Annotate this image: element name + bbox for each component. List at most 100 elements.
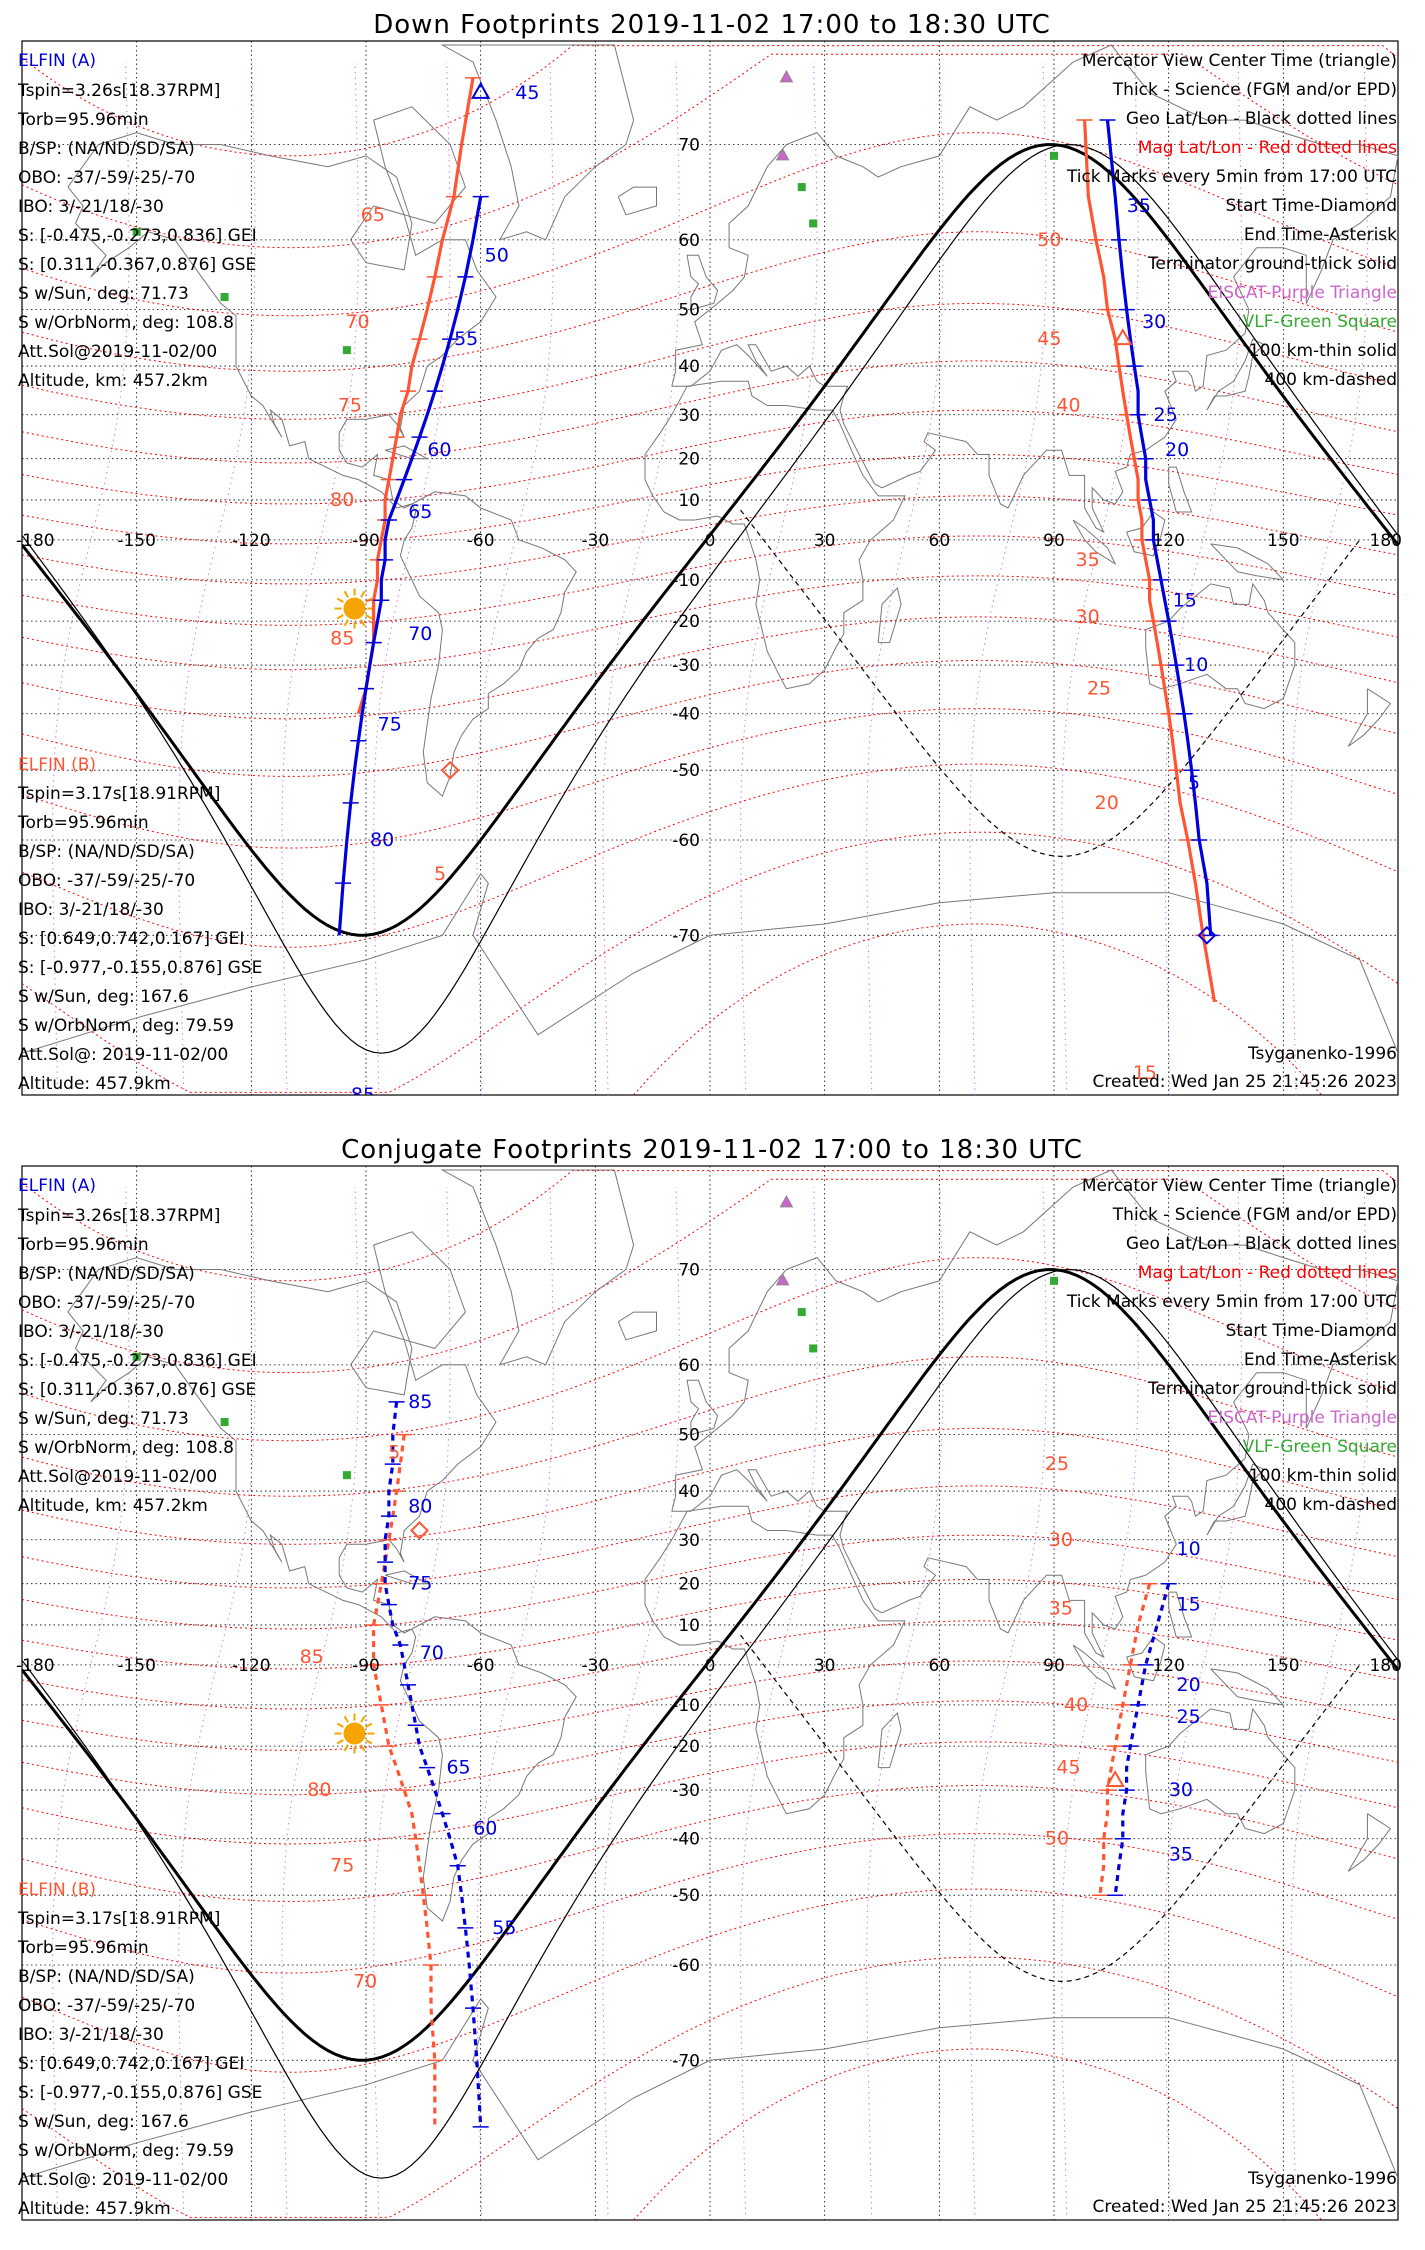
elfin-a-tick-label: 65 — [446, 1757, 470, 1779]
mag-meridian — [1164, 61, 1242, 1095]
elfin-a-param: S w/OrbNorm, deg: 108.8 — [18, 313, 234, 333]
elfin-b-track-east — [1098, 1583, 1152, 1896]
coastline — [373, 1231, 466, 1349]
legend-item: End Time-Asterisk — [1244, 1350, 1397, 1370]
legend-item: Tick Marks every 5min from 17:00 UTC — [1066, 167, 1397, 187]
mag-meridian — [281, 61, 359, 1095]
coastline — [1126, 1636, 1166, 1682]
mag-lat-line — [22, 831, 1398, 1093]
elfin-a-track — [383, 1401, 483, 2127]
down-footprints-panel: Down Footprints 2019-11-02 17:00 to 18:3… — [16, 10, 1402, 1096]
vlf-square-icon — [342, 1471, 351, 1480]
elfin-b-tick-label: 30 — [1076, 606, 1100, 628]
mag-meridian — [476, 1186, 554, 2220]
vlf-square-icon — [797, 1308, 806, 1317]
coastline — [384, 445, 430, 460]
mag-meridian — [740, 61, 818, 1095]
elfin-a-tick-label: 20 — [1165, 439, 1189, 461]
mag-meridian — [476, 61, 554, 1095]
model-label: Tsyganenko-1996 — [1247, 1044, 1397, 1064]
elfin-a-param: Tspin=3.26s[18.37RPM] — [17, 81, 220, 101]
elfin-a-tick-label: 10 — [1176, 1538, 1200, 1560]
coastline — [67, 132, 497, 509]
mag-meridian — [1290, 61, 1368, 1095]
vlf-square-icon — [1050, 1276, 1058, 1285]
elfin-b-label: ELFIN (B) — [18, 1880, 96, 1900]
elfin-b-param: IBO: 3/-21/18/-30 — [18, 2025, 164, 2045]
longitude-tick-label: -90 — [352, 531, 380, 551]
longitude-tick-label: 30 — [814, 1656, 836, 1676]
terminator-400km — [740, 1634, 1361, 1983]
elfin-a-tick-label: 60 — [427, 439, 451, 461]
legend-item: Mag Lat/Lon - Red dotted lines — [1138, 1263, 1397, 1283]
terminator-ground — [22, 143, 1398, 937]
elfin-b-tick-label: 80 — [307, 1779, 331, 1801]
terminator-100km — [22, 143, 1398, 1054]
longitude-tick-label: -180 — [16, 531, 55, 551]
elfin-b-param: S: [0.649,0.742,0.167] GEI — [18, 929, 244, 949]
elfin-a-tick-label: 15 — [1173, 589, 1197, 611]
center-time-triangle-icon — [470, 81, 491, 99]
elfin-a-param: Altitude, km: 457.2km — [18, 1496, 208, 1516]
elfin-b-param: Torb=95.96min — [17, 813, 149, 833]
coastline — [644, 380, 906, 690]
latitude-tick-label: 20 — [678, 1575, 700, 1595]
sun-icon — [334, 1713, 375, 1754]
start-time-diamond-icon — [410, 1521, 429, 1540]
elfin-a-tick-label: 75 — [378, 713, 402, 735]
coastline — [373, 106, 466, 224]
mag-lat-line — [22, 409, 1398, 505]
elfin-a-tick-label: 30 — [1142, 311, 1166, 333]
elfin-b-tick-label: 35 — [1049, 1598, 1073, 1620]
elfin-a-tick-label: 55 — [454, 328, 478, 350]
mag-lat-line — [22, 1534, 1398, 1630]
coastline — [671, 44, 1398, 534]
vlf-square-icon — [342, 346, 351, 355]
coastline — [686, 1379, 719, 1436]
latitude-tick-label: -10 — [672, 1696, 700, 1716]
mag-lat-line — [22, 1833, 1398, 1974]
mag-meridian — [866, 1186, 944, 2220]
elfin-a-tick-label: 35 — [1169, 1844, 1193, 1866]
elfin-a-param: B/SP: (NA/ND/SD/SA) — [18, 1264, 195, 1284]
mag-meridian — [178, 1186, 256, 2220]
elfin-b-tick-label: 45 — [1056, 1757, 1080, 1779]
elfin-b-tick-label: 50 — [1037, 229, 1061, 251]
latitude-tick-label: -40 — [672, 1830, 700, 1850]
elfin-b-tick-label: 85 — [330, 627, 354, 649]
sun-icon — [334, 588, 375, 629]
eiscat-triangle-icon — [779, 1194, 794, 1208]
panel-title: Conjugate Footprints 2019-11-02 17:00 to… — [341, 1135, 1083, 1165]
latitude-tick-label: 10 — [678, 1616, 700, 1636]
elfin-b-param: S: [-0.977,-0.155,0.876] GSE — [18, 2083, 262, 2103]
elfin-b-tick-label: 35 — [1076, 549, 1100, 571]
latitude-tick-label: 20 — [678, 450, 700, 470]
elfin-b-param: Altitude: 457.9km — [18, 2199, 171, 2219]
vlf-square-icon — [132, 227, 141, 236]
latitude-tick-label: -20 — [672, 612, 700, 632]
elfin-b-tick-label: 5 — [388, 1442, 400, 1464]
elfin-b-label: ELFIN (B) — [18, 755, 96, 775]
center-time-triangle-icon — [1113, 328, 1133, 346]
coastline — [1210, 1668, 1285, 1706]
coastline — [1145, 1707, 1296, 1835]
elfin-b-track — [356, 77, 475, 715]
created-timestamp: Created: Wed Jan 25 21:45:26 2023 — [1092, 2197, 1397, 2217]
legend-item: Mag Lat/Lon - Red dotted lines — [1138, 138, 1397, 158]
conjugate-footprints-panel: Conjugate Footprints 2019-11-02 17:00 to… — [0, 1125, 1425, 2250]
elfin-a-param: S w/Sun, deg: 71.73 — [18, 1409, 189, 1429]
elfin-a-param: Torb=95.96min — [17, 110, 149, 130]
coastline — [1206, 338, 1266, 411]
mag-meridian — [1164, 1186, 1242, 2220]
mag-meridian — [1290, 1186, 1368, 2220]
legend-item: Geo Lat/Lon - Black dotted lines — [1126, 109, 1397, 129]
eiscat-triangle-icon — [775, 1272, 790, 1286]
longitude-tick-label: 0 — [705, 1656, 716, 1676]
legend-item: Terminator ground-thick solid — [1147, 1379, 1397, 1399]
mag-lat-line — [22, 1700, 1398, 1796]
latitude-tick-label: -10 — [672, 571, 700, 591]
elfin-a-param: OBO: -37/-59/-25/-70 — [18, 168, 195, 188]
elfin-b-tick-label: 75 — [338, 394, 362, 416]
terminator-ground — [22, 1268, 1398, 2062]
legend-item: VLF-Green Square — [1243, 312, 1397, 332]
